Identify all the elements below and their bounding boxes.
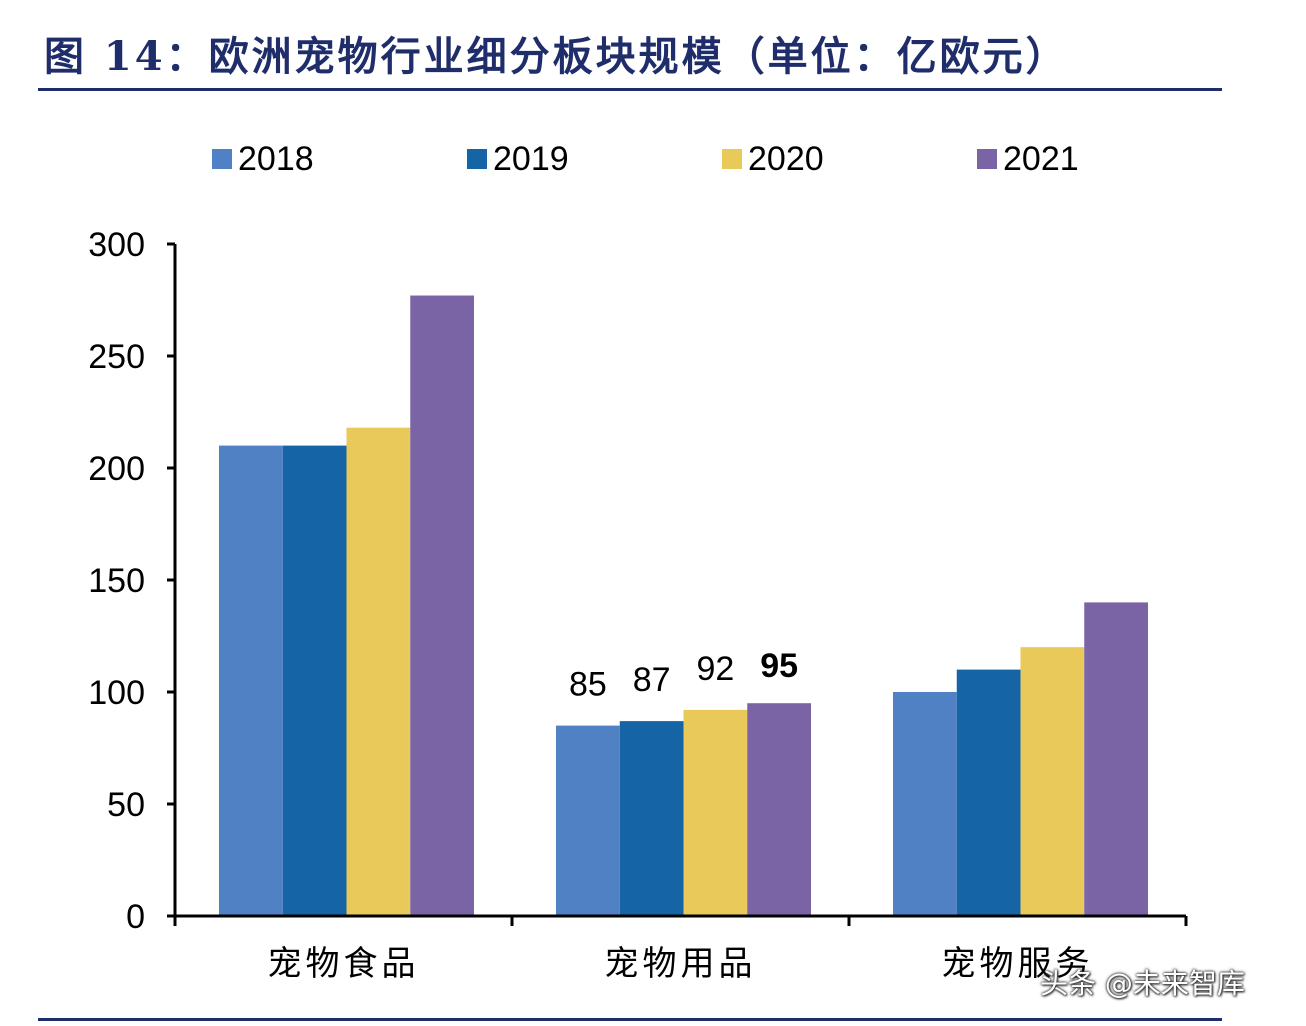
legend-swatch-2020 [722, 149, 742, 169]
y-tick-label-0: 0 [126, 898, 145, 936]
bar-宠物用品-2021 [747, 703, 811, 916]
data-labels: 85 87 92 95 [569, 647, 798, 703]
legend-label-2021: 2021 [1003, 140, 1079, 178]
bars [219, 295, 1148, 916]
axes: 0 50 100 150 200 250 300 宠物食品 宠物用品 宠物服务 [88, 226, 1188, 984]
bar-宠物用品-2019 [619, 721, 684, 916]
bar-宠物服务-2019 [956, 669, 1021, 916]
bar-宠物用品-2018 [556, 725, 620, 916]
y-tick-label-100: 100 [88, 674, 145, 712]
y-tick-label-250: 250 [88, 338, 145, 376]
bar-宠物食品-2019 [282, 445, 347, 916]
chart-title: 图 14：欧洲宠物行业细分板块规模（单位：亿欧元） [44, 33, 1069, 80]
bar-宠物用品-2020 [683, 709, 748, 916]
data-label-宠物用品-2019: 87 [633, 661, 671, 699]
data-label-宠物用品-2020: 92 [696, 650, 734, 688]
legend-swatch-2019 [467, 149, 487, 169]
bottom-rule [38, 1018, 1222, 1021]
legend-label-2019: 2019 [493, 140, 569, 178]
title-underline [38, 88, 1222, 91]
legend-swatch-2021 [977, 149, 997, 169]
y-tick-label-50: 50 [107, 786, 145, 824]
x-tick-label-宠物服务: 宠物服务 [942, 944, 1094, 984]
legend-swatch-2018 [212, 149, 232, 169]
x-tick-label-宠物用品: 宠物用品 [605, 944, 757, 984]
x-tick-label-宠物食品: 宠物食品 [268, 944, 420, 984]
legend: 2018 2019 2020 2021 [212, 140, 1079, 178]
y-tick-label-150: 150 [88, 562, 145, 600]
y-tick-label-200: 200 [88, 450, 145, 488]
y-tick-label-300: 300 [88, 226, 145, 264]
data-label-宠物用品-2018: 85 [569, 666, 607, 704]
watermark: 头条 @未来智库 [1040, 967, 1245, 1000]
legend-label-2018: 2018 [238, 140, 314, 178]
bar-宠物食品-2020 [346, 427, 411, 916]
bar-宠物服务-2020 [1020, 647, 1085, 916]
bar-宠物食品-2018 [219, 445, 283, 916]
data-label-宠物用品-2021: 95 [760, 647, 798, 685]
bar-宠物服务-2021 [1084, 602, 1148, 916]
legend-label-2020: 2020 [748, 140, 824, 178]
bar-宠物食品-2021 [410, 295, 474, 916]
bar-宠物服务-2018 [893, 692, 957, 916]
